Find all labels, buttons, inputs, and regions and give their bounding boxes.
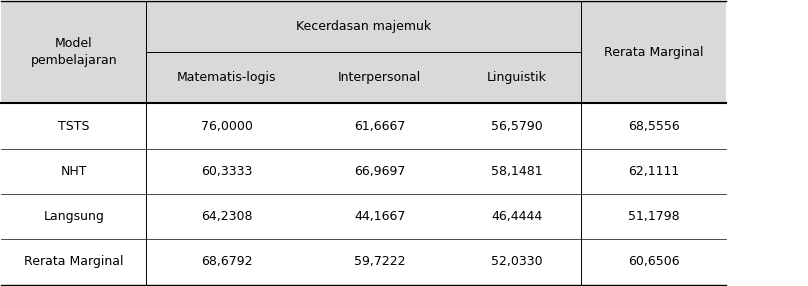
Text: 60,3333: 60,3333: [201, 165, 253, 178]
Text: 68,5556: 68,5556: [628, 120, 680, 132]
Text: 61,6667: 61,6667: [354, 120, 406, 132]
Text: 66,9697: 66,9697: [354, 165, 406, 178]
Text: 58,1481: 58,1481: [491, 165, 542, 178]
Text: Langsung: Langsung: [44, 210, 104, 223]
Text: 64,2308: 64,2308: [201, 210, 253, 223]
Bar: [146, 1, 581, 103]
Text: 60,6506: 60,6506: [628, 255, 680, 269]
Text: 46,4444: 46,4444: [491, 210, 542, 223]
Text: 62,1111: 62,1111: [628, 165, 680, 178]
Text: Model
pembelajaran: Model pembelajaran: [31, 37, 117, 67]
Text: 44,1667: 44,1667: [354, 210, 406, 223]
Bar: [2, 1, 146, 103]
Text: Kecerdasan majemuk: Kecerdasan majemuk: [297, 20, 431, 33]
Text: Matematis-logis: Matematis-logis: [177, 72, 276, 84]
Text: 68,6792: 68,6792: [201, 255, 253, 269]
Bar: [2, 103, 726, 285]
Text: NHT: NHT: [61, 165, 87, 178]
Text: 59,7222: 59,7222: [354, 255, 406, 269]
Text: 76,0000: 76,0000: [201, 120, 253, 132]
Text: TSTS: TSTS: [58, 120, 90, 132]
Text: Linguistik: Linguistik: [486, 72, 547, 84]
Text: 56,5790: 56,5790: [490, 120, 543, 132]
Text: Rerata Marginal: Rerata Marginal: [24, 255, 124, 269]
Text: 51,1798: 51,1798: [628, 210, 680, 223]
Text: Interpersonal: Interpersonal: [339, 72, 422, 84]
Bar: [581, 1, 726, 103]
Text: 52,0330: 52,0330: [491, 255, 542, 269]
Text: Rerata Marginal: Rerata Marginal: [604, 46, 704, 59]
